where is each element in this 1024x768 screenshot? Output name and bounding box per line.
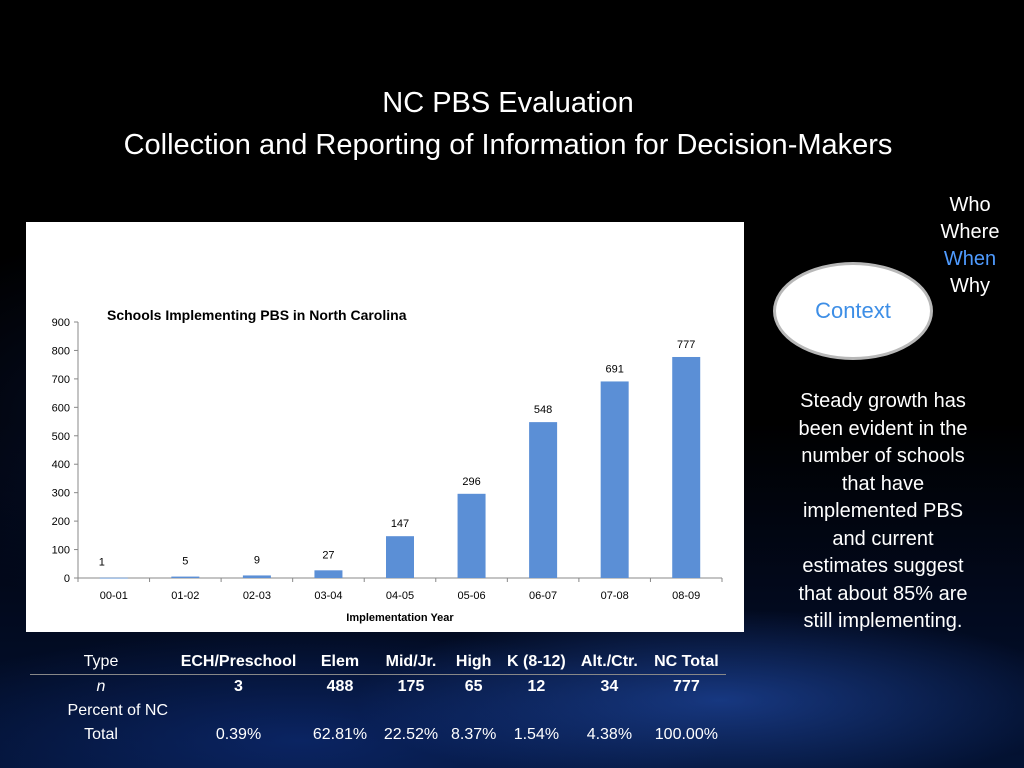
table-cell: 100.00% [654,726,718,743]
row-label-n: n [96,678,106,695]
table-row-n: n 3 488 175 65 12 34 777 [30,675,726,700]
bar-01-02 [171,576,200,578]
table-cell: 62.81% [312,726,368,743]
bar-08-09 [672,356,701,578]
x-tick-label: 04-05 [386,590,414,602]
data-label: 296 [462,476,480,488]
bar-02-03 [242,575,271,578]
x-tick-label: 03-04 [314,590,342,602]
school-type-table: Type ECH/Preschool Elem Mid/Jr. High K (… [30,650,727,747]
header-alt-ctr: Alt./Ctr. [572,650,647,675]
table-cell: 34 [600,678,619,695]
y-tick-label: 700 [52,374,70,386]
bar-07-08 [600,381,629,578]
y-tick-label: 800 [52,345,70,357]
x-axis-title: Implementation Year [346,612,454,624]
bar-04-05 [386,536,414,578]
question-when: When [943,248,997,270]
question-why: Why [950,275,990,297]
x-tick-label: 02-03 [243,590,271,602]
slide-title-line-1: NC PBS Evaluation [382,87,634,119]
question-where: Where [940,221,1000,243]
table-cell: 488 [326,678,354,695]
x-tick-label: 01-02 [171,590,199,602]
bar-03-04 [314,570,343,578]
header-nc-total: NC Total [646,650,727,675]
data-label: 9 [254,554,260,566]
y-tick-label: 300 [52,488,70,500]
chart-title: Schools Implementing PBS in North Caroli… [107,307,407,323]
header-high: High [447,650,501,675]
table-cell: 777 [673,678,700,695]
data-label: 1 [99,557,105,569]
table-cell: 22.52% [383,726,439,743]
data-label: 548 [534,404,552,416]
y-tick-label: 500 [52,431,70,443]
data-label: 5 [182,556,188,568]
bar-chart: Schools Implementing PBS in North Caroli… [52,307,723,624]
header-mid-jr: Mid/Jr. [375,650,447,675]
x-tick-label: 05-06 [457,590,485,602]
table-cell: 0.39% [215,726,262,743]
x-tick-label: 07-08 [601,590,629,602]
context-label: Context [815,298,891,323]
question-list: Who Where When Why [930,192,1010,300]
table-cell: 65 [464,678,483,695]
bar-00-01 [99,577,128,579]
question-who: Who [949,194,991,216]
data-label: 777 [677,339,695,351]
y-tick-label: 400 [52,459,70,471]
bar-06-07 [529,422,558,578]
table-row-percent: Total 0.39% 62.81% 22.52% 8.37% 1.54% 4.… [30,723,726,747]
row-label-percent-of-nc: Percent of NC [67,702,168,719]
table-cell: 12 [527,678,546,695]
y-tick-label: 900 [52,317,70,329]
y-tick-label: 600 [52,402,70,414]
table-cell: 8.37% [451,726,497,743]
row-label-total: Total [84,726,118,743]
header-ech-preschool: ECH/Preschool [172,650,305,675]
x-tick-label: 00-01 [100,590,128,602]
header-elem: Elem [305,650,375,675]
x-tick-label: 06-07 [529,590,557,602]
y-tick-label: 200 [52,516,70,528]
table-row-percent-label: Percent of NC [30,699,726,723]
chart-panel: Schools Implementing PBS in North Caroli… [26,222,744,632]
header-type: Type [30,650,172,675]
data-label: 691 [605,363,623,375]
table-cell: 175 [397,678,425,695]
table-cell: 1.54% [513,726,560,743]
data-label: 147 [391,518,409,530]
table-cell: 4.38% [586,726,633,743]
slide-title-line-2: Collection and Reporting of Information … [123,129,893,161]
table-cell: 3 [234,678,243,695]
context-ellipse: Context [773,262,933,360]
x-tick-label: 08-09 [672,590,700,602]
table-header-row: Type ECH/Preschool Elem Mid/Jr. High K (… [30,650,727,675]
y-tick-label: 0 [64,573,70,585]
growth-note: Steady growth has been evident in the nu… [798,390,968,632]
header-k-8-12: K (8-12) [500,650,573,675]
slide-title: NC PBS Evaluation Collection and Reporti… [0,82,1016,166]
y-tick-label: 100 [52,545,70,557]
bar-05-06 [457,493,486,578]
data-label: 27 [322,549,334,561]
